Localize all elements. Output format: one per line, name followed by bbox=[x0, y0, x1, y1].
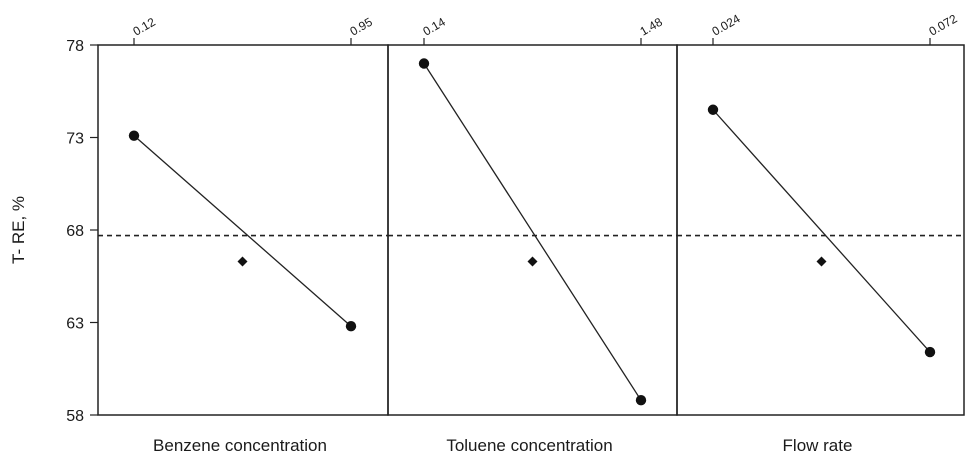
effect-line bbox=[133, 135, 352, 327]
effect-line bbox=[423, 63, 642, 401]
panel-x-label: Benzene concentration bbox=[153, 436, 327, 455]
level-label: 0.14 bbox=[421, 15, 449, 39]
level-point bbox=[345, 321, 357, 332]
effect-line bbox=[712, 109, 931, 353]
center-point bbox=[816, 256, 827, 267]
panel-1: 0.12 0.95 Benzene concentration bbox=[97, 15, 389, 455]
level-point bbox=[707, 104, 719, 115]
panel-3: 0.024 0.072 Flow rate bbox=[676, 11, 965, 455]
y-tick-label: 63 bbox=[66, 316, 84, 333]
y-tick-label: 58 bbox=[66, 408, 84, 425]
y-tick-label: 73 bbox=[66, 131, 84, 148]
panel-x-label: Flow rate bbox=[783, 436, 853, 455]
y-axis: 58 63 68 73 78 bbox=[66, 38, 98, 425]
level-label: 0.12 bbox=[131, 15, 159, 39]
level-point bbox=[635, 395, 647, 406]
y-tick-label: 78 bbox=[66, 38, 84, 55]
y-axis-label: T- RE, % bbox=[9, 196, 28, 264]
panel-frame bbox=[387, 44, 678, 416]
level-label: 0.024 bbox=[710, 11, 743, 38]
panels: 0.12 0.95 Benzene concentration 0.14 1.48 Tol… bbox=[97, 11, 965, 455]
level-point bbox=[924, 346, 936, 358]
level-label: 1.48 bbox=[638, 15, 666, 39]
panel-frame bbox=[676, 44, 965, 416]
panel-frame bbox=[97, 44, 389, 416]
center-point bbox=[527, 256, 538, 267]
center-point bbox=[237, 256, 248, 267]
level-label: 0.072 bbox=[927, 11, 960, 38]
panel-x-label: Toluene concentration bbox=[446, 436, 612, 455]
y-tick-label: 68 bbox=[66, 223, 84, 240]
level-label: 0.95 bbox=[348, 15, 376, 39]
panel-2: 0.14 1.48 Toluene concentration bbox=[387, 15, 678, 455]
level-point bbox=[128, 130, 140, 141]
level-point bbox=[418, 58, 430, 69]
